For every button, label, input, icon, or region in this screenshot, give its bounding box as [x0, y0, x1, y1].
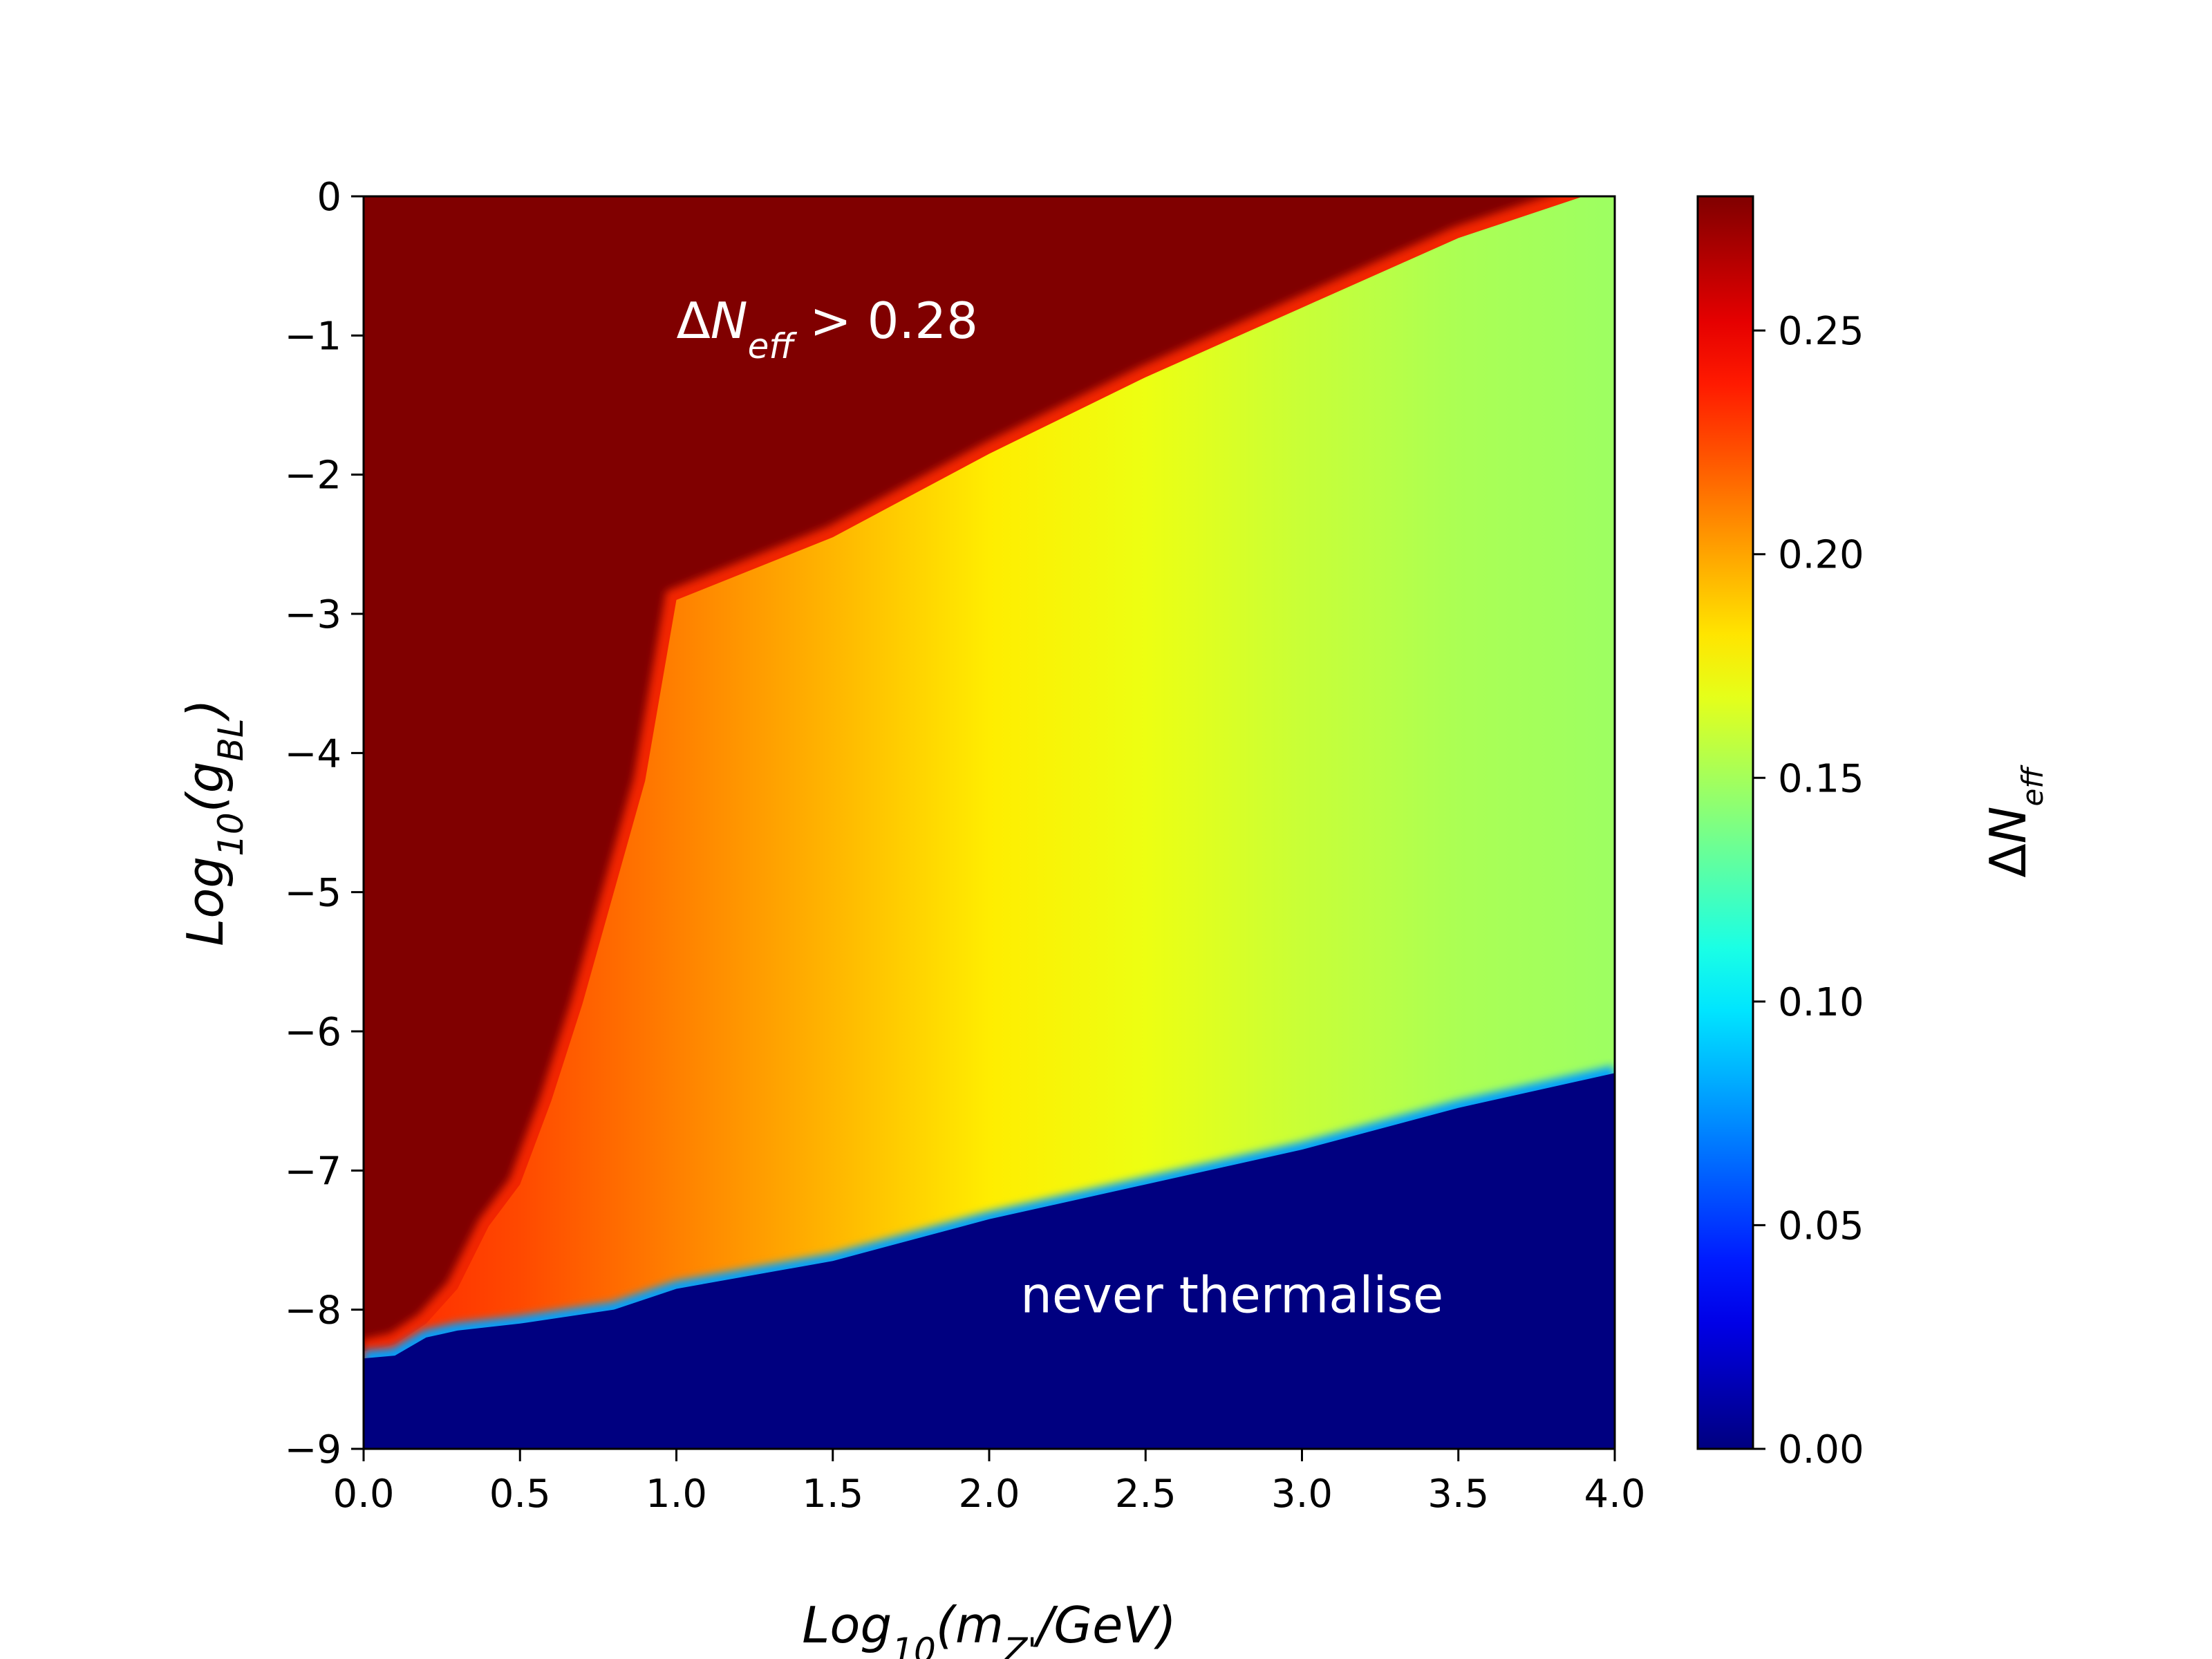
x-tick-label: 1.0 [646, 1472, 707, 1517]
y-tick-label: −2 [284, 453, 341, 498]
colorbar-ticks: 0.00 0.05 0.10 0.15 0.20 0.25 [1753, 309, 1864, 1472]
y-tick-label: −5 [284, 871, 341, 916]
annotation: ΔNeff > 0.28 [677, 292, 978, 366]
colorbar: 0.00 0.05 0.10 0.15 0.20 0.25 ΔNeff [1696, 195, 2050, 1472]
y-tick-label: −6 [284, 1010, 341, 1055]
x-tick-label: 2.5 [1115, 1472, 1177, 1517]
never-thermalise-region [364, 1073, 1615, 1449]
colorbar-label: ΔNeff [1979, 765, 2050, 878]
x-axis-label: Log10(mZ'/GeV) [802, 1596, 1176, 1659]
heatmap-plot-area [362, 195, 1616, 1450]
y-axis: 0 −1 −2 −3 −4 −5 −6 −7 −8 −9 [284, 175, 364, 1472]
y-tick-label: −1 [284, 314, 341, 359]
y-tick-label: −8 [284, 1288, 341, 1333]
x-axis: 0.0 0.5 1.0 1.5 2.0 2.5 3.0 3.5 4.0 [332, 1449, 1646, 1517]
x-tick-label: 2.0 [958, 1472, 1020, 1517]
y-axis-label: Log10(gBL) [176, 699, 251, 946]
annotation: never thermalise [1020, 1266, 1443, 1324]
x-tick-label: 1.5 [802, 1472, 863, 1517]
annotations: ΔNeff > 0.28 never thermalise [677, 292, 1444, 1324]
x-tick-label: 0.5 [489, 1472, 551, 1517]
x-tick-label: 4.0 [1584, 1472, 1645, 1517]
x-tick-label: 3.0 [1271, 1472, 1333, 1517]
colorbar-scale [1696, 195, 1754, 1450]
colorbar-tick-label: 0.25 [1778, 309, 1864, 354]
colorbar-tick-label: 0.00 [1778, 1427, 1864, 1472]
colorbar-tick-label: 0.05 [1778, 1203, 1864, 1248]
y-tick-label: 0 [317, 175, 341, 220]
y-tick-label: −7 [284, 1149, 341, 1194]
colorbar-tick-label: 0.10 [1778, 980, 1864, 1025]
x-tick-label: 0.0 [332, 1472, 394, 1517]
colorbar-tick-label: 0.15 [1778, 756, 1864, 801]
x-tick-label: 3.5 [1427, 1472, 1489, 1517]
y-tick-label: −3 [284, 592, 341, 637]
thermalised-band-region [364, 196, 1615, 1359]
y-tick-label: −9 [284, 1427, 341, 1472]
y-tick-label: −4 [284, 731, 341, 776]
colorbar-tick-label: 0.20 [1778, 533, 1864, 578]
